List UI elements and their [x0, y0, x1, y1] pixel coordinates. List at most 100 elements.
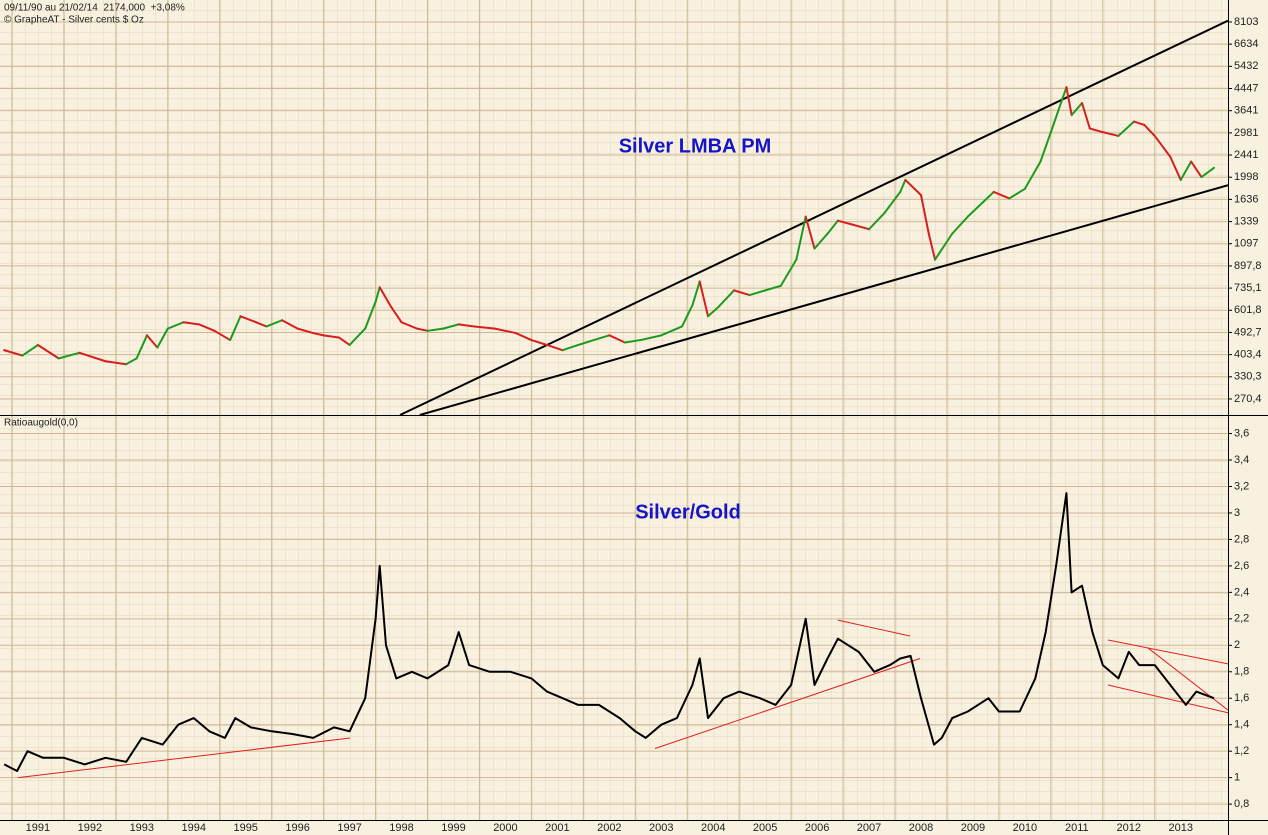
price-segment: [836, 219, 855, 226]
price-segment: [592, 334, 611, 342]
trend-line: [419, 184, 1228, 415]
y-tick-label: 2981: [1234, 127, 1258, 139]
price-segment: [239, 315, 258, 324]
price-segment: [561, 343, 580, 352]
price-segment: [707, 305, 720, 318]
y-tick-label: 1636: [1234, 193, 1258, 205]
y-tick-label: 270,4: [1234, 393, 1262, 405]
price-segment: [1081, 102, 1091, 130]
x-tick-label: 2013: [1168, 822, 1192, 834]
trend-line: [837, 619, 911, 637]
y-tick-label: 601,8: [1234, 304, 1262, 316]
x-tick-label: 2009: [961, 822, 985, 834]
price-segment: [281, 319, 299, 330]
price-segment: [1143, 123, 1156, 137]
price-segment: [457, 323, 476, 328]
x-tick-label: 1992: [78, 822, 102, 834]
y-tick-label: 8103: [1234, 16, 1258, 28]
price-segment: [795, 215, 807, 261]
y-tick-label: 2441: [1234, 149, 1258, 161]
price-segment: [182, 321, 200, 326]
price-segment: [104, 360, 128, 366]
price-segment: [623, 339, 642, 344]
price-segment: [920, 194, 930, 235]
y-tick-label: 2,2: [1234, 613, 1249, 625]
price-segment: [1179, 160, 1193, 181]
price-segment: [681, 304, 694, 328]
trend-line: [1107, 639, 1228, 665]
price-segment: [545, 343, 564, 352]
price-segment: [374, 286, 381, 303]
y-tick-label: 4447: [1234, 82, 1258, 94]
price-segment: [992, 190, 1011, 200]
x-tick-label: 2008: [909, 822, 933, 834]
price-segment: [779, 258, 798, 287]
y-tick-label: 2: [1234, 639, 1240, 651]
price-segment: [426, 327, 445, 332]
price-segment: [660, 325, 684, 337]
price-segment: [213, 329, 232, 342]
trend-line: [399, 19, 1228, 415]
price-segment: [904, 178, 922, 197]
price-segment: [1169, 155, 1182, 181]
price-segment: [1200, 166, 1215, 179]
price-segment: [416, 327, 429, 332]
price-segment: [166, 321, 185, 330]
price-segment: [813, 232, 829, 250]
y-tick-label: 1,6: [1234, 692, 1249, 704]
price-segment: [21, 343, 39, 357]
x-tick-label: 2005: [753, 822, 777, 834]
y-tick-label: 2,4: [1234, 586, 1249, 598]
price-segment: [732, 289, 751, 297]
price-segment: [899, 178, 907, 193]
trend-line: [1107, 684, 1228, 714]
x-tick-label: 1993: [130, 822, 154, 834]
y-tick-label: 403,4: [1234, 349, 1262, 361]
y-tick-label: 1,2: [1234, 745, 1249, 757]
price-segment: [748, 289, 767, 297]
y-tick-label: 1,8: [1234, 666, 1249, 678]
price-segment: [1132, 120, 1146, 126]
y-tick-label: 3,4: [1234, 454, 1249, 466]
price-segment: [296, 327, 315, 335]
price-segment: [951, 215, 969, 235]
price-segment: [1049, 86, 1068, 134]
x-tick-label: 2011: [1065, 822, 1089, 834]
price-segment: [826, 219, 839, 235]
header: Ratioaugold(0,0): [4, 418, 78, 429]
price-segment: [1070, 102, 1084, 117]
price-segment: [1117, 120, 1135, 137]
price-segment: [717, 289, 735, 308]
price-segment: [883, 190, 902, 214]
price-segment: [390, 305, 403, 324]
price-segment: [608, 334, 626, 344]
y-tick-label: 3,6: [1234, 427, 1249, 439]
x-tick-label: 2000: [493, 822, 517, 834]
price-segment: [1088, 127, 1104, 134]
price-segment: [691, 280, 701, 307]
y-tick-label: 1097: [1234, 238, 1258, 250]
x-tick-label: 2004: [701, 822, 725, 834]
y-tick-label: 1998: [1234, 171, 1258, 183]
y-tick-label: 492,7: [1234, 326, 1262, 338]
x-tick-label: 1999: [441, 822, 465, 834]
price-segment: [927, 232, 937, 261]
x-tick-label: 2003: [649, 822, 673, 834]
y-tick-label: 0,8: [1234, 798, 1249, 810]
price-segment: [255, 321, 268, 328]
price-segment: [494, 327, 517, 335]
price-segment: [348, 327, 367, 346]
price-segment: [577, 339, 595, 346]
price-segment: [265, 319, 284, 328]
price-segment: [698, 280, 710, 318]
price-segment: [868, 211, 886, 231]
x-tick-label: 2012: [1117, 822, 1141, 834]
x-tick-label: 1991: [26, 822, 50, 834]
x-tick-label: 2001: [545, 822, 569, 834]
chart-title: Silver LMBA PM: [619, 135, 772, 157]
y-tick-label: 3: [1234, 507, 1240, 519]
price-segment: [364, 300, 377, 330]
price-segment: [378, 286, 393, 308]
price-segment: [400, 321, 419, 330]
